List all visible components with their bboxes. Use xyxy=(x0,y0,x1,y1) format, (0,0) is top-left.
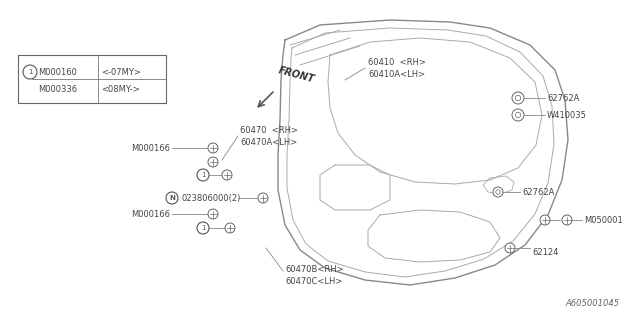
Circle shape xyxy=(208,209,218,219)
Text: 023806000(2): 023806000(2) xyxy=(181,194,241,203)
Circle shape xyxy=(166,192,178,204)
Circle shape xyxy=(493,187,503,197)
Text: M000336: M000336 xyxy=(38,84,77,93)
Text: A605001045: A605001045 xyxy=(566,299,620,308)
Circle shape xyxy=(222,170,232,180)
Circle shape xyxy=(225,223,235,233)
Text: 1: 1 xyxy=(201,225,205,231)
Circle shape xyxy=(496,190,500,194)
Text: M000160: M000160 xyxy=(38,68,77,76)
Text: W410035: W410035 xyxy=(547,110,587,119)
Text: M000166: M000166 xyxy=(131,143,170,153)
Text: <08MY->: <08MY-> xyxy=(101,84,140,93)
Circle shape xyxy=(23,65,37,79)
Text: FRONT: FRONT xyxy=(277,66,316,85)
Text: 62124: 62124 xyxy=(532,247,558,257)
Circle shape xyxy=(197,169,209,181)
Circle shape xyxy=(512,109,524,121)
Circle shape xyxy=(512,92,524,104)
Circle shape xyxy=(562,215,572,225)
Circle shape xyxy=(540,215,550,225)
Bar xyxy=(18,55,166,103)
Text: 60410  <RH>: 60410 <RH> xyxy=(368,58,426,67)
Circle shape xyxy=(515,95,521,101)
Text: 60410A<LH>: 60410A<LH> xyxy=(368,69,425,78)
Text: M050001: M050001 xyxy=(584,215,623,225)
Text: 1: 1 xyxy=(28,69,32,75)
Text: 60470  <RH>: 60470 <RH> xyxy=(240,125,298,134)
Text: M000166: M000166 xyxy=(131,210,170,219)
Text: 62762A: 62762A xyxy=(522,188,554,196)
Circle shape xyxy=(505,243,515,253)
Circle shape xyxy=(515,112,521,118)
Text: 1: 1 xyxy=(201,172,205,178)
Circle shape xyxy=(258,193,268,203)
Circle shape xyxy=(208,157,218,167)
Text: 62762A: 62762A xyxy=(547,93,579,102)
Text: 60470B<RH>: 60470B<RH> xyxy=(285,266,344,275)
Text: 60470A<LH>: 60470A<LH> xyxy=(240,138,297,147)
Text: 60470C<LH>: 60470C<LH> xyxy=(285,277,342,286)
Circle shape xyxy=(197,222,209,234)
Circle shape xyxy=(208,143,218,153)
Text: N: N xyxy=(169,195,175,201)
Text: <-07MY>: <-07MY> xyxy=(101,68,141,76)
